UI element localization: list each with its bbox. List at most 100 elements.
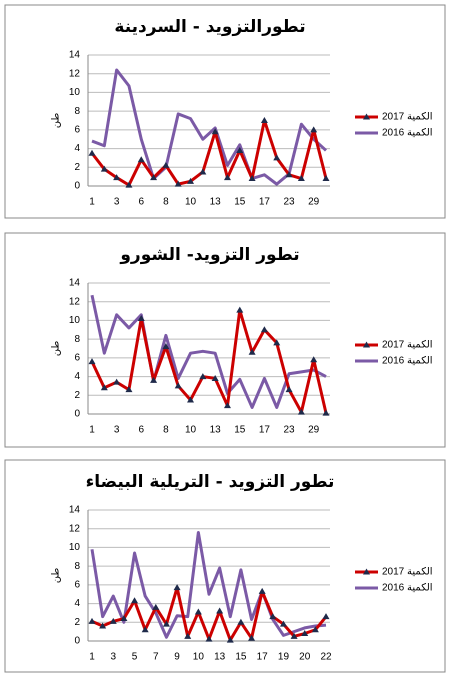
point-marker — [199, 373, 207, 380]
point-marker — [273, 339, 281, 346]
chart-frame — [4, 232, 446, 448]
point-marker — [322, 613, 330, 620]
legend-label: الكمية 2017 — [382, 340, 433, 351]
point-marker — [260, 326, 268, 333]
point-marker — [174, 180, 182, 187]
point-marker — [211, 374, 219, 381]
point-marker — [187, 396, 195, 403]
chart-title: تطور التزويد- الشورو — [119, 245, 299, 265]
point-marker — [248, 175, 256, 182]
series-line — [90, 530, 327, 639]
x-tick-label: 3 — [114, 197, 120, 208]
x-tick-label: 13 — [210, 197, 222, 208]
point-marker — [199, 168, 207, 175]
y-tick-label: 12 — [69, 523, 81, 534]
point-marker — [131, 597, 139, 604]
x-tick-label: 1 — [89, 197, 95, 208]
point-marker — [125, 181, 133, 188]
point-marker — [162, 343, 170, 350]
x-tick-label: 17 — [257, 652, 269, 663]
point-marker — [173, 584, 181, 591]
x-tick-label: 8 — [163, 197, 169, 208]
y-tick-label: 14 — [69, 50, 81, 61]
x-tick-label: 7 — [153, 652, 159, 663]
y-tick-label: 8 — [74, 334, 80, 345]
point-marker — [99, 622, 107, 629]
point-marker — [125, 386, 133, 393]
x-tick-label: 3 — [114, 425, 120, 436]
point-marker — [258, 587, 266, 594]
chart-title: تطور التزويد - التريلية البيضاء — [86, 472, 335, 492]
legend-marker — [363, 113, 370, 120]
y-tick-label: 2 — [74, 162, 80, 173]
x-tick-label: 20 — [299, 652, 311, 663]
point-marker — [113, 174, 121, 181]
chart-title: تطورالتزويد - السردينة — [114, 17, 305, 37]
point-marker — [290, 632, 298, 639]
x-tick-label: 22 — [320, 652, 332, 663]
point-marker — [152, 603, 160, 610]
point-marker — [226, 636, 234, 643]
x-tick-label: 15 — [234, 425, 246, 436]
point-marker — [174, 382, 182, 389]
point-marker — [297, 175, 305, 182]
point-marker — [88, 617, 96, 624]
y-tick-label: 0 — [74, 409, 80, 420]
point-marker — [279, 620, 287, 627]
point-marker — [269, 613, 277, 620]
x-tick-label: 13 — [210, 425, 222, 436]
point-marker — [162, 620, 170, 627]
point-marker — [273, 154, 281, 161]
y-tick-label: 6 — [74, 352, 80, 363]
x-tick-label: 10 — [185, 425, 197, 436]
y-tick-label: 10 — [69, 315, 81, 326]
x-tick-label: 17 — [259, 197, 271, 208]
x-tick-label: 23 — [283, 425, 295, 436]
point-marker — [311, 626, 319, 633]
x-tick-label: 23 — [283, 197, 295, 208]
x-tick-label: 29 — [308, 425, 320, 436]
point-marker — [236, 306, 244, 313]
y-tick-label: 2 — [74, 390, 80, 401]
x-tick-label: 15 — [234, 197, 246, 208]
point-marker — [150, 376, 158, 383]
y-tick-label: 6 — [74, 579, 80, 590]
y-axis-label: طن — [51, 341, 62, 357]
point-marker — [88, 149, 96, 156]
point-marker — [113, 378, 121, 385]
y-tick-label: 14 — [69, 278, 81, 289]
y-tick-label: 10 — [69, 542, 81, 553]
x-tick-label: 1 — [89, 652, 95, 663]
point-marker — [141, 626, 149, 633]
point-marker — [120, 615, 128, 622]
point-marker — [223, 174, 231, 181]
point-marker — [100, 384, 108, 391]
point-marker — [194, 608, 202, 615]
x-tick-label: 6 — [138, 425, 144, 436]
x-tick-label: 15 — [235, 652, 247, 663]
point-marker — [236, 146, 244, 153]
point-marker — [260, 117, 268, 123]
legend-label: الكمية 2017 — [382, 112, 433, 123]
y-tick-label: 6 — [74, 124, 80, 135]
x-tick-label: 5 — [132, 652, 138, 663]
x-tick-label: 1 — [89, 425, 95, 436]
y-tick-label: 8 — [74, 561, 80, 572]
y-tick-label: 8 — [74, 106, 80, 117]
point-marker — [162, 161, 170, 168]
series-line — [90, 308, 328, 414]
point-marker — [187, 177, 195, 184]
y-tick-label: 4 — [74, 143, 80, 154]
x-tick-label: 29 — [308, 197, 320, 208]
point-marker — [248, 634, 256, 641]
y-axis-label: طن — [51, 568, 62, 584]
legend-label: الكمية 2016 — [382, 583, 433, 594]
series-line — [90, 119, 328, 187]
point-marker — [322, 175, 330, 182]
point-marker — [88, 358, 96, 365]
y-tick-label: 2 — [74, 617, 80, 628]
legend-marker — [363, 568, 370, 575]
y-tick-label: 4 — [74, 598, 80, 609]
legend-label: الكمية 2016 — [382, 128, 433, 139]
